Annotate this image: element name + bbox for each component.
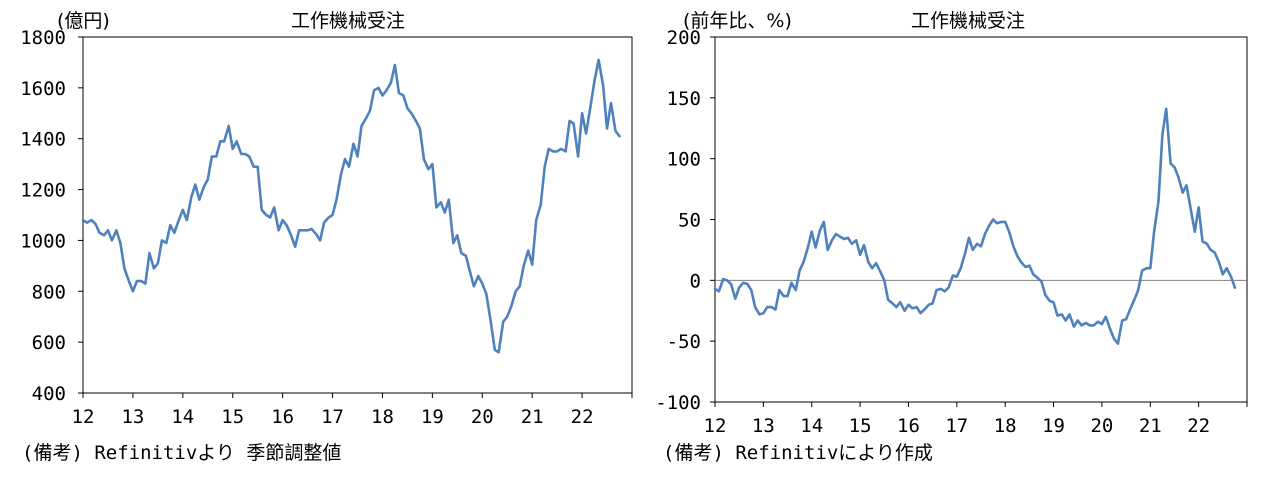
x-tick-label: 22 [571,406,594,428]
x-tick-label: 19 [421,406,444,428]
chart-title: 工作機械受注 [291,10,405,32]
source-note: (備考) Refinitivにより作成 [663,442,933,464]
y-tick-label: 100 [667,149,701,171]
y-tick-label: 1600 [20,78,66,100]
x-tick-label: 21 [521,406,544,428]
y-tick-label: 50 [678,210,701,232]
x-tick-label: 18 [371,406,394,428]
x-tick-label: 13 [752,415,775,437]
x-tick-label: 22 [1187,415,1210,437]
y-tick-label: 1800 [20,27,66,49]
x-tick-label: 17 [321,406,344,428]
x-tick-label: 12 [72,406,95,428]
x-tick-label: 20 [1090,415,1113,437]
y-tick-label: 0 [690,270,701,292]
y-tick-label: 1200 [20,180,66,202]
x-tick-label: 16 [271,406,294,428]
y-tick-label: 600 [32,332,66,354]
x-tick-label: 14 [171,406,194,428]
x-tick-label: 17 [945,415,968,437]
plot-frame [714,36,1248,403]
x-tick-label: 20 [471,406,494,428]
chart-title: 工作機械受注 [911,10,1025,32]
series-line [81,58,621,354]
x-tick-label: 14 [800,415,823,437]
y-tick-label: -100 [655,392,701,414]
series-line [713,107,1237,345]
x-tick-label: 13 [121,406,144,428]
y-tick-label: -50 [667,331,701,353]
y-axis-unit-label: (前年比、%) [683,10,792,32]
x-tick-label: 21 [1139,415,1162,437]
x-tick-label: 19 [1042,415,1065,437]
chart-right: -100 -50 0 50 100 150 200 12 13 14 15 16 17 18 19 20 21 2… [655,10,1248,464]
source-note: (備考) Refinitivより 季節調整値 [22,442,341,464]
y-tick-label: 400 [32,383,66,405]
y-tick-label: 1400 [20,129,66,151]
x-tick-label: 15 [849,415,872,437]
x-tick-label: 18 [994,415,1017,437]
y-tick-label: 1000 [20,230,66,252]
chart-left: 400 600 800 1000 1200 1400 1600 1800 12 13 14 15 16 1… [20,10,633,464]
x-tick-label: 12 [704,415,727,437]
plot-frame [82,36,633,394]
x-tick-label: 15 [221,406,244,428]
y-axis-unit-label: (億円) [57,10,110,32]
y-tick-label: 800 [32,281,66,303]
y-tick-label: 150 [667,88,701,110]
x-tick-label: 16 [897,415,920,437]
y-tick-label: 200 [667,27,701,49]
